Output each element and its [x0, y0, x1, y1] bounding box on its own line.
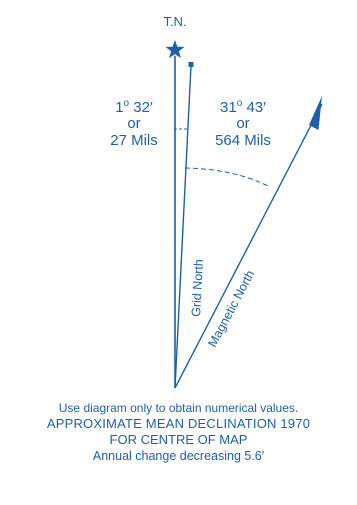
declination-diagram: T.N. 1o 32′ or 27 Mils 31o 43′ or 564 Mi…	[110, 14, 323, 389]
magnetic-angle-or: or	[236, 115, 249, 132]
grid-north-line	[174, 65, 192, 389]
grid-angle-or: or	[127, 115, 140, 132]
true-north-label: T.N.	[163, 14, 186, 29]
magnetic-angle-degrees-text: 31o 43′	[220, 98, 266, 116]
caption-usage-note: Use diagram only to obtain numerical val…	[58, 401, 299, 415]
caption-title: APPROXIMATE MEAN DECLINATION 1970	[46, 416, 311, 431]
magnetic-angle-mils: 564 Mils	[215, 132, 271, 149]
magnetic-north-arrowhead-icon	[309, 96, 322, 130]
magnetic-north-line	[174, 103, 323, 389]
declination-caption: Use diagram only to obtain numerical val…	[0, 400, 357, 464]
grid-angle-degrees-text: 1o 32′	[115, 98, 153, 116]
grid-north-square-icon	[188, 62, 194, 67]
magnetic-angle-arc	[184, 167, 271, 188]
grid-north-label: Grid North	[189, 259, 206, 317]
grid-angle-mils: 27 Mils	[110, 132, 158, 149]
true-north-star-icon	[165, 40, 185, 59]
caption-annual-change: Annual change decreasing 5.6′	[92, 449, 265, 463]
caption-subtitle: FOR CENTRE OF MAP	[109, 432, 248, 447]
